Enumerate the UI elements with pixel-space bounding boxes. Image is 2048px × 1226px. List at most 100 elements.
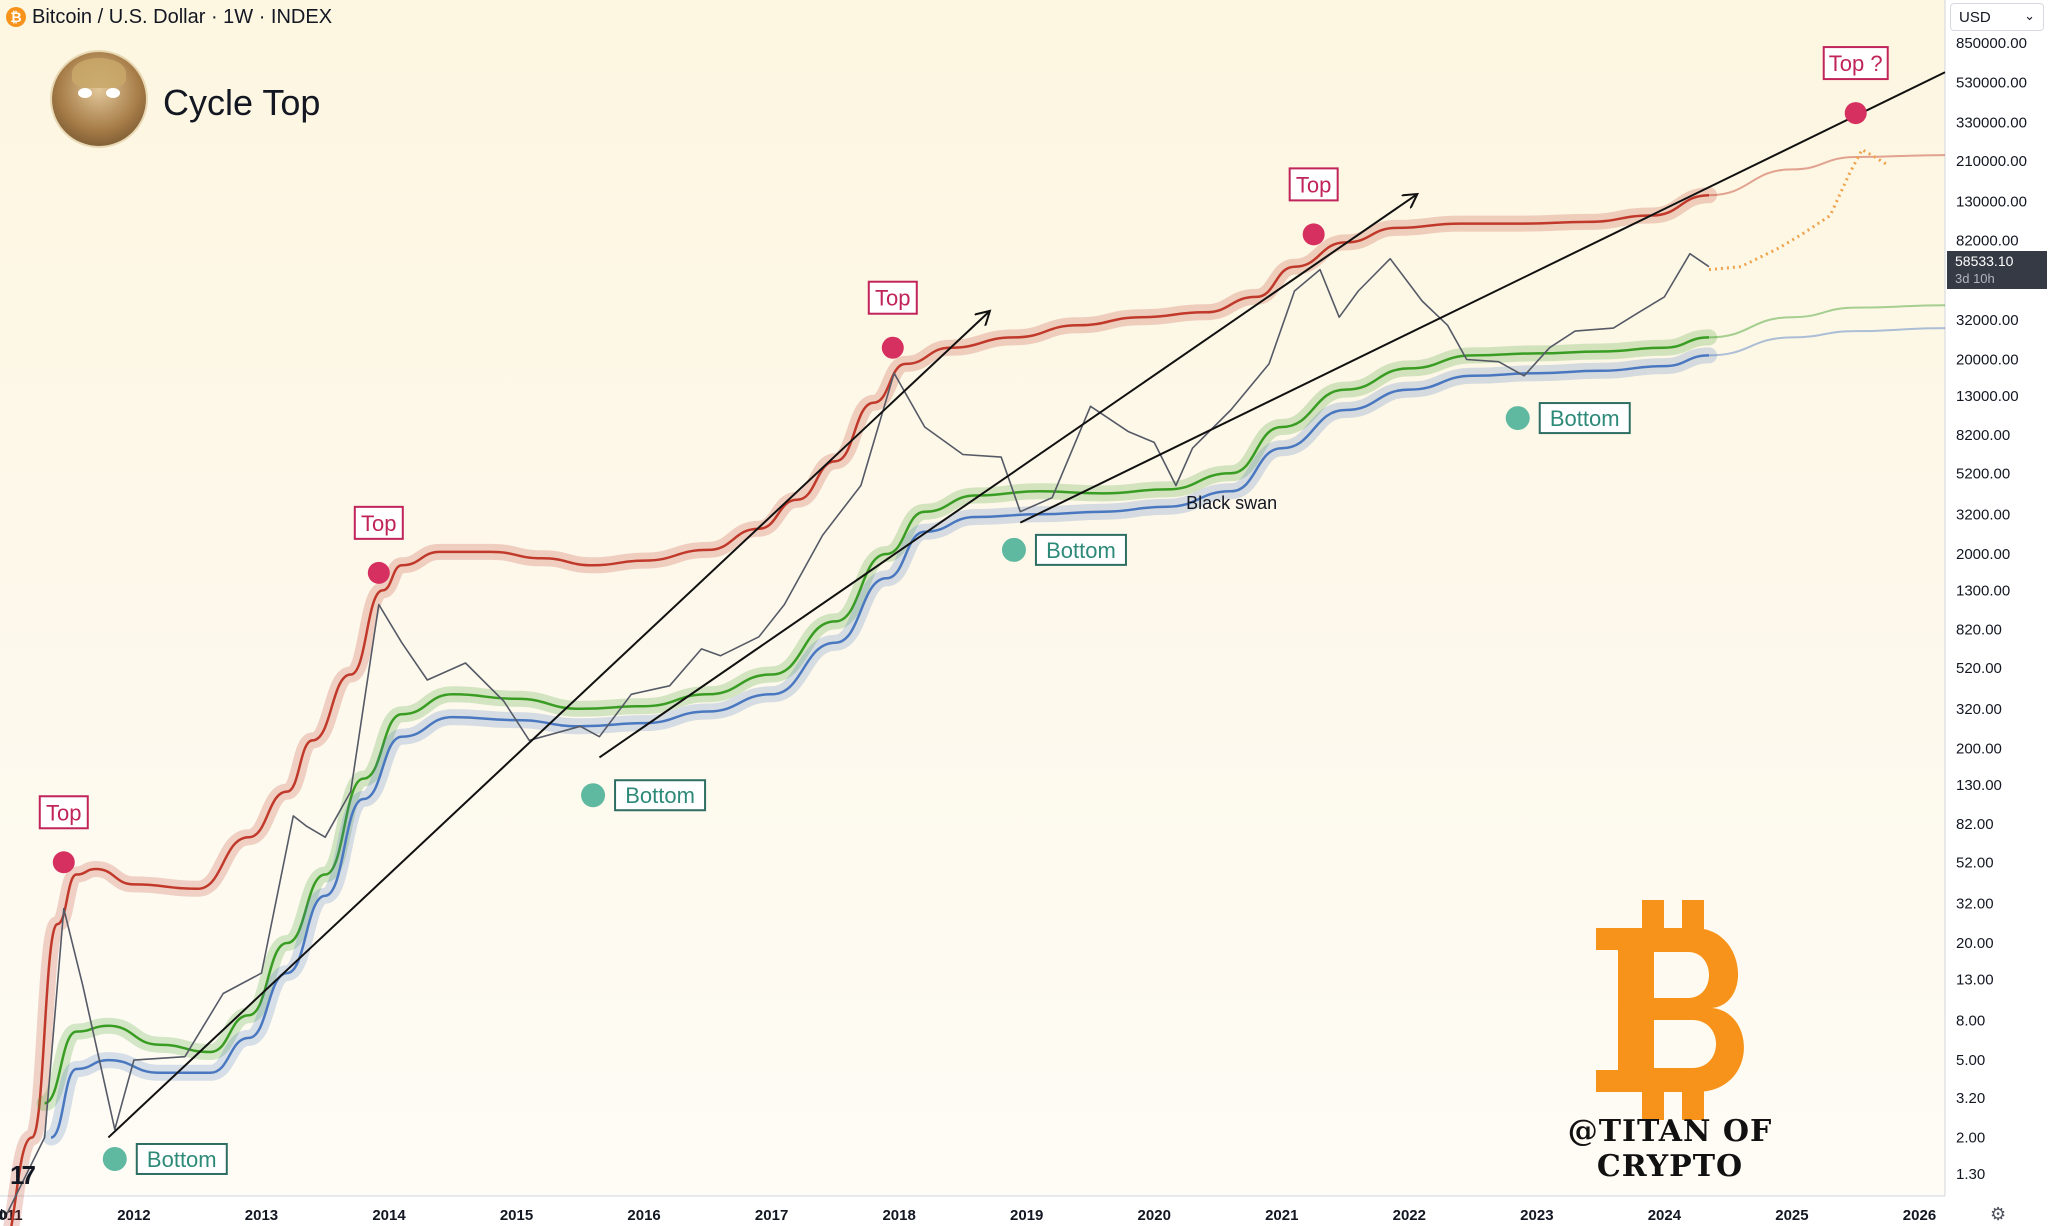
bottom-label: Bottom	[625, 783, 695, 808]
y-tick-label: 32.00	[1956, 895, 1994, 912]
top-marker-dot	[367, 561, 390, 584]
y-tick-label: 530000.00	[1956, 75, 2027, 92]
y-tick-label: 52.00	[1956, 854, 1994, 871]
chevron-down-icon: ⌄	[2024, 8, 2035, 23]
top-marker-dot	[52, 851, 75, 874]
bitcoin-logo-icon	[1596, 900, 1744, 1120]
x-tick-label: 2013	[245, 1207, 278, 1224]
y-tick-label: 820.00	[1956, 621, 2002, 638]
chart-title: Cycle Top	[163, 82, 321, 123]
trendline-0	[107, 312, 988, 1139]
bar-countdown: 3d 10h	[1955, 271, 1995, 286]
x-tick-label: 2026	[1903, 1207, 1936, 1224]
x-tick-label: 2017	[755, 1207, 788, 1224]
x-tick-label: 2019	[1010, 1207, 1043, 1224]
top-marker-dot	[1844, 102, 1867, 125]
y-tick-label: 2000.00	[1956, 546, 2010, 563]
y-tick-label: 82.00	[1956, 816, 1994, 833]
y-axis-panel	[1945, 0, 2048, 1226]
band-line-1	[44, 336, 1710, 1105]
bottom-marker-dot	[102, 1146, 127, 1171]
y-tick-label: 200.00	[1956, 740, 2002, 757]
top-label-box	[867, 280, 918, 315]
x-tick-label: 2022	[1393, 1207, 1426, 1224]
x-tick-label: 2014	[372, 1207, 406, 1224]
top-label: Top	[361, 511, 396, 536]
trendline-1	[598, 195, 1415, 759]
bottom-label-box	[1034, 533, 1127, 566]
y-tick-label: 82000.00	[1956, 232, 2019, 249]
bottom-label: Bottom	[1046, 538, 1116, 563]
last-price-tag: 58533.10 3d 10h	[1947, 251, 2047, 289]
settings-gear-icon[interactable]: ⚙	[1990, 1204, 2007, 1224]
x-axis-panel	[0, 1196, 2048, 1226]
bitcoin-icon: ₿	[6, 7, 26, 27]
x-tick-label: 2020	[1138, 1207, 1171, 1224]
bottom-label-box	[135, 1142, 228, 1175]
y-tick-label: 1300.00	[1956, 582, 2010, 599]
bottom-marker-dot	[581, 783, 606, 808]
x-tick-label: 2023	[1520, 1207, 1553, 1224]
price-line	[5, 252, 1710, 1216]
x-tick-label: 2024	[1648, 1207, 1682, 1224]
y-tick-label: 8200.00	[1956, 427, 2010, 444]
top-label-box	[38, 795, 89, 830]
y-tick-label: 8.00	[1956, 1012, 1985, 1029]
band-extension-0	[1708, 154, 1946, 197]
y-tick-label: 5.00	[1956, 1052, 1985, 1069]
top-marker-dot	[881, 336, 904, 359]
y-tick-label: 13000.00	[1956, 388, 2019, 405]
band-glow-1	[36, 329, 1717, 1112]
top-label-box	[1288, 167, 1339, 202]
top-label: Top	[46, 800, 81, 825]
x-tick-label: 2011	[0, 1207, 23, 1224]
y-tick-label: 320.00	[1956, 701, 2002, 718]
band-line-0	[10, 193, 1710, 1226]
y-tick-label: 20000.00	[1956, 352, 2019, 369]
x-tick-label: 2012	[117, 1207, 150, 1224]
symbol-title: Bitcoin / U.S. Dollar · 1W · INDEX	[32, 5, 333, 28]
watermark-text: @TITAN OF CRYPTO	[1567, 1114, 1773, 1184]
y-tick-label: 520.00	[1956, 660, 2002, 677]
y-tick-label: 3200.00	[1956, 506, 2010, 523]
projection-line	[1708, 147, 1889, 272]
y-tick-label: 2.00	[1956, 1129, 1985, 1146]
avatar	[52, 52, 146, 146]
bottom-marker-dot	[1505, 406, 1530, 431]
y-tick-label: 330000.00	[1956, 115, 2027, 132]
band-line-2	[50, 354, 1710, 1139]
x-tick-label: 2018	[882, 1207, 915, 1224]
band-extension-1	[1708, 304, 1946, 339]
currency-select[interactable]: USD ⌄	[1950, 3, 2044, 31]
y-tick-label: 3.20	[1956, 1090, 1985, 1107]
top-label: Top	[875, 286, 910, 311]
last-price-value: 58533.10	[1955, 253, 2014, 269]
bottom-label-box	[1538, 402, 1631, 435]
y-tick-label: 13.00	[1956, 971, 1994, 988]
axis-corner-label: b	[0, 1206, 8, 1222]
bottom-label: Bottom	[147, 1147, 217, 1172]
bottom-marker-dot	[1001, 537, 1026, 562]
currency-select-value: USD	[1959, 9, 1991, 26]
y-tick-label: 32000.00	[1956, 312, 2019, 329]
top-label: Top ?	[1829, 51, 1883, 76]
bottom-label: Bottom	[1550, 406, 1620, 431]
y-tick-label: 850000.00	[1956, 35, 2027, 52]
y-tick-label: 210000.00	[1956, 153, 2027, 170]
trendline-2	[1019, 71, 1946, 524]
x-tick-label: 2021	[1265, 1207, 1298, 1224]
top-label-box	[353, 505, 404, 540]
y-tick-label: 130.00	[1956, 777, 2002, 794]
top-marker-dot	[1302, 223, 1325, 246]
y-tick-label: 1.30	[1956, 1166, 1985, 1183]
top-label-box	[1822, 46, 1889, 81]
y-tick-label: 20.00	[1956, 935, 1994, 952]
tradingview-logo-icon[interactable]: 17	[10, 1160, 36, 1190]
x-tick-label: 2015	[500, 1207, 533, 1224]
bottom-label-box	[614, 779, 707, 812]
black-swan-label: Black swan	[1186, 493, 1277, 513]
band-extension-2	[1708, 327, 1946, 357]
top-label: Top	[1296, 172, 1331, 197]
y-tick-label: 5200.00	[1956, 465, 2010, 482]
